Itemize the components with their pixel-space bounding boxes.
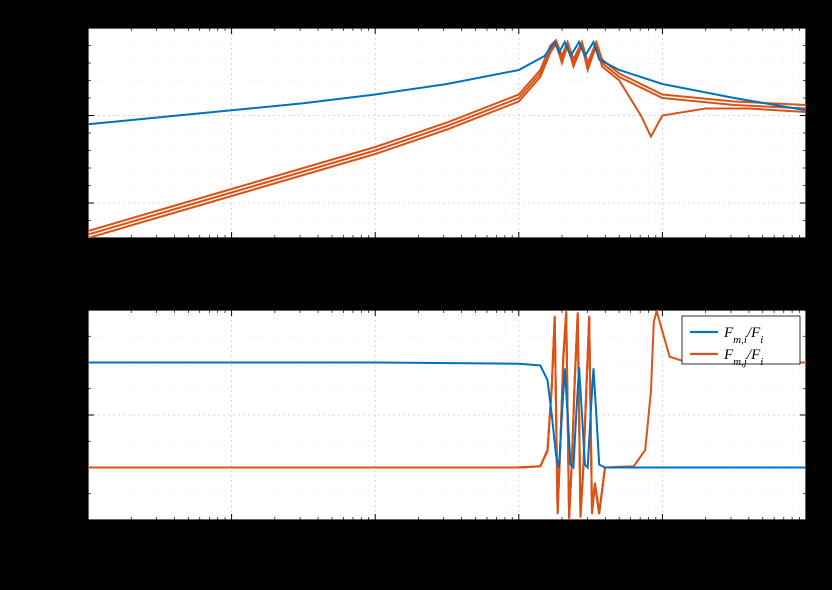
y-axis-label: Magnitude (dB) bbox=[18, 78, 37, 187]
xtick-label: 10-3 bbox=[76, 525, 101, 544]
xtick-label: 102 bbox=[796, 525, 817, 544]
ytick-label: -100 bbox=[53, 196, 81, 212]
ytick-label: 0 bbox=[73, 21, 81, 37]
xtick-label: 101 bbox=[652, 525, 673, 544]
x-axis-label: Frequency (Hz) bbox=[393, 553, 500, 572]
ytick-label: -50 bbox=[60, 109, 80, 125]
xtick-label: 10-1 bbox=[363, 525, 387, 544]
y-axis-label: Phase (°) bbox=[18, 384, 37, 446]
bode-figure: -100 -50 0 Magnitude (dB) -180 0 180 10-3 10-2 10… bbox=[0, 0, 832, 590]
xtick-label: 10-2 bbox=[220, 525, 244, 544]
xtick-label: 100 bbox=[509, 525, 530, 544]
ytick-label: 180 bbox=[58, 303, 81, 319]
bode-svg: -100 -50 0 Magnitude (dB) -180 0 180 10-3 10-2 10… bbox=[0, 0, 832, 590]
legend: Fm,i/FiFm,j/Fi bbox=[682, 316, 800, 368]
ytick-label: 0 bbox=[73, 408, 81, 424]
ytick-label: -180 bbox=[53, 513, 81, 529]
